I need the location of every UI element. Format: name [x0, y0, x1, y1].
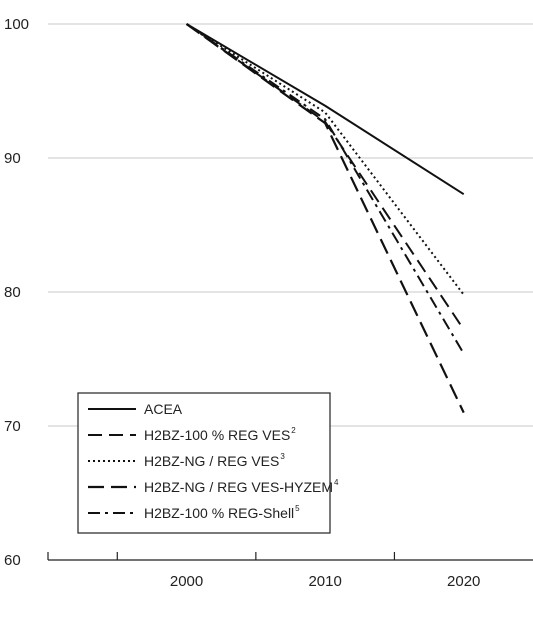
- y-tick-label: 80: [4, 284, 21, 301]
- y-tick-label: 100: [4, 16, 29, 33]
- y-tick-label: 90: [4, 150, 21, 167]
- series-line-5: [186, 23, 465, 355]
- series-line-3: [186, 23, 465, 296]
- y-tick-label: 60: [4, 552, 21, 569]
- legend-footnote: 5: [295, 504, 300, 513]
- x-tick-label: 2010: [308, 573, 341, 590]
- legend-label: H2BZ-100 % REG VES: [144, 427, 290, 443]
- legend-footnote: 3: [280, 452, 285, 461]
- tick-labels: 60 70 80 90 100 2000 2010 2020: [4, 16, 480, 590]
- x-tick-label: 2020: [447, 573, 480, 590]
- legend-label: ACEA: [144, 401, 183, 417]
- legend-box: [77, 392, 331, 534]
- legend-label: H2BZ-100 % REG-Shell: [144, 505, 294, 521]
- legend-footnote: 2: [291, 426, 296, 435]
- axes: [47, 552, 533, 561]
- series-line-4: [185, 23, 465, 414]
- x-tick-label: 2000: [170, 573, 203, 590]
- y-tick-label: 70: [4, 418, 21, 435]
- legend: ACEA H2BZ-100 % REG VES 2 H2BZ-NG / REG VES…: [77, 392, 339, 534]
- series-lines: [185, 23, 465, 414]
- series-line-1: [186, 23, 465, 196]
- legend-footnote: 4: [334, 478, 339, 487]
- legend-label: H2BZ-NG / REG VES-HYZEM: [144, 479, 333, 495]
- legend-label: H2BZ-NG / REG VES: [144, 453, 279, 469]
